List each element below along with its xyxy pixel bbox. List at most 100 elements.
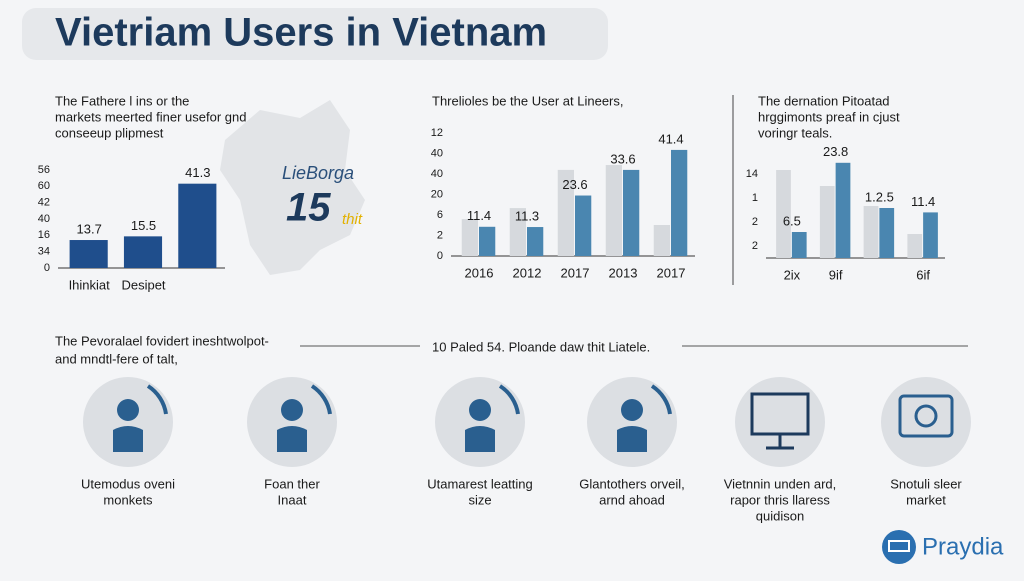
bar <box>835 162 851 258</box>
value-label: 11.3 <box>515 208 539 223</box>
icon-circle <box>735 377 825 467</box>
section-center: 10 Paled 54. Ploande daw thit Liatele. <box>432 339 650 354</box>
icon-head <box>621 399 643 421</box>
value-label: 13.7 <box>77 221 102 236</box>
bar <box>819 186 835 258</box>
bar <box>479 226 496 256</box>
x-tick-label: 2017 <box>657 265 686 280</box>
value-label: 41.4 <box>658 131 683 146</box>
y-tick-label: 34 <box>38 246 50 258</box>
value-label: 11.4 <box>911 194 935 209</box>
bar <box>557 169 574 256</box>
map-suffix: thit <box>342 211 363 228</box>
item-label: arnd ahoad <box>599 492 665 507</box>
value-label: 33.6 <box>610 151 635 166</box>
y-tick-label: 20 <box>431 188 443 200</box>
map-label: LieBorga <box>282 163 354 183</box>
icon-arc <box>498 384 520 415</box>
y-tick-label: 2 <box>752 240 758 252</box>
bar <box>575 195 592 256</box>
logo-glyph <box>888 540 910 552</box>
map-number: 15 <box>286 186 331 230</box>
chart-title: Threlioles be the User at Lineers, <box>432 93 623 108</box>
icon-head <box>281 399 303 421</box>
value-label: 11.4 <box>467 208 491 223</box>
bar <box>879 208 895 258</box>
section-left: The Pevoralael fovidert ineshtwolpot- <box>55 333 269 348</box>
bar <box>69 240 108 268</box>
item-label: Utemodus oveni <box>81 476 175 491</box>
icon-arc <box>310 384 332 415</box>
icon-circle <box>435 377 525 467</box>
bar <box>461 219 478 256</box>
value-label: 23.6 <box>562 177 587 192</box>
icon-card <box>898 394 954 438</box>
y-tick-label: 0 <box>44 262 50 274</box>
logo: Praydia <box>922 533 1004 560</box>
icon-circle <box>881 377 971 467</box>
chart-title: The Fathere l ins or the <box>55 93 189 108</box>
map-shape <box>220 100 365 275</box>
y-tick-label: 40 <box>431 147 443 159</box>
y-tick-label: 12 <box>431 127 443 139</box>
value-label: 41.3 <box>185 165 210 180</box>
bar <box>907 234 923 258</box>
x-tick-label: 9if <box>829 267 843 282</box>
icon-circle <box>83 377 173 467</box>
chart-title: The dernation Pitoatad <box>758 93 890 108</box>
bar <box>776 170 791 258</box>
bar <box>123 236 163 268</box>
y-tick-label: 60 <box>38 180 50 192</box>
x-tick-label: 2016 <box>465 265 494 280</box>
chart-title: hrggimonts preaf in cjust <box>758 109 900 124</box>
chart-title: voringr teals. <box>758 125 832 140</box>
item-label: Vietnnin unden ard, <box>724 476 837 491</box>
chart-title: conseeup plipmest <box>55 125 164 140</box>
icon-head <box>117 399 139 421</box>
bar <box>863 206 879 258</box>
y-tick-label: 40 <box>431 168 443 180</box>
y-tick-label: 40 <box>38 213 50 225</box>
y-tick-label: 0 <box>437 250 443 262</box>
value-label: 23.8 <box>823 144 848 159</box>
item-label: monkets <box>103 492 153 507</box>
x-tick-label: Ihinkiat <box>69 277 111 292</box>
x-tick-label: 2ix <box>784 267 801 282</box>
value-label: 15.5 <box>131 218 156 233</box>
bar <box>605 165 622 256</box>
bar <box>178 183 217 268</box>
y-tick-label: 56 <box>38 164 50 176</box>
item-label: Glantothers orveil, <box>579 476 685 491</box>
item-label: size <box>468 492 491 507</box>
icon-tag <box>914 404 938 428</box>
bar <box>923 212 938 258</box>
y-tick-label: 16 <box>38 229 50 241</box>
icon-arc <box>650 384 672 415</box>
y-tick-label: 2 <box>752 216 758 228</box>
icon-body <box>617 426 647 452</box>
x-tick-label: Desipet <box>121 277 165 292</box>
item-label: Inaat <box>278 492 307 507</box>
bar <box>509 208 526 256</box>
x-tick-label: 2012 <box>513 265 542 280</box>
bar <box>671 149 688 256</box>
value-label: 1.2.5 <box>865 189 894 204</box>
x-tick-label: 6if <box>916 267 930 282</box>
y-tick-label: 6 <box>437 209 443 221</box>
logo-icon <box>882 530 916 564</box>
y-tick-label: 42 <box>38 197 50 209</box>
title: Vietriam Users in Vietnam <box>55 11 547 55</box>
item-label: Snotuli sleer <box>890 476 962 491</box>
item-label: Utamarest leatting <box>427 476 533 491</box>
item-label: market <box>906 492 946 507</box>
icon-circle <box>247 377 337 467</box>
bar <box>623 169 640 256</box>
section-left: and mndtl-fere of talt, <box>55 351 178 366</box>
icon-body <box>277 426 307 452</box>
item-label: rapor thris llaress <box>730 492 830 507</box>
x-tick-label: 2013 <box>609 265 638 280</box>
bar <box>653 224 670 256</box>
item-label: quidison <box>756 508 804 523</box>
